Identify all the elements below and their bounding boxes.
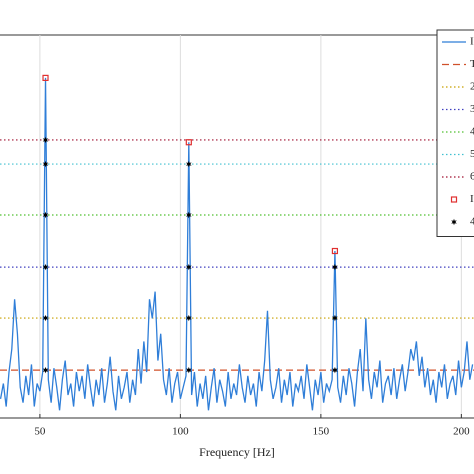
legend-label: 3: [470, 103, 474, 115]
crossing-marker: [332, 314, 338, 322]
x-tick-label: 100: [172, 426, 189, 438]
legend-marker: [451, 218, 457, 226]
x-axis-label: Frequency [Hz]: [199, 445, 275, 459]
crossing-marker: [186, 160, 192, 168]
crossing-marker: [42, 211, 49, 219]
crossing-marker: [42, 136, 49, 144]
legend-label: T: [470, 58, 474, 70]
crossing-marker: [186, 211, 192, 219]
legend-label: I: [470, 36, 474, 48]
crossing-marker: [42, 366, 49, 374]
legend-marker: [450, 196, 458, 203]
peak-marker: [185, 139, 192, 146]
crossing-marker: [42, 160, 49, 168]
legend-label: 4: [470, 126, 474, 138]
legend-label: 5: [470, 148, 474, 160]
peak-marker: [42, 74, 49, 81]
legend-box: [436, 29, 474, 237]
crossing-marker: [186, 314, 192, 322]
legend-label: 6: [470, 171, 474, 183]
crossing-marker: [186, 366, 192, 374]
crossing-marker: [42, 263, 49, 271]
legend-label: 2: [470, 81, 474, 93]
crossing-marker: [42, 314, 49, 322]
spectrum-line: [0, 77, 474, 411]
legend-label: 4: [470, 216, 474, 228]
x-tick-label: 200: [453, 426, 470, 438]
x-tick-label: 50: [34, 426, 46, 438]
crossing-marker: [332, 366, 338, 374]
legend-label: I: [470, 193, 474, 205]
crossing-marker: [332, 263, 338, 271]
peak-marker: [331, 247, 339, 255]
x-tick-label: 150: [313, 426, 330, 438]
crossing-marker: [186, 263, 192, 271]
